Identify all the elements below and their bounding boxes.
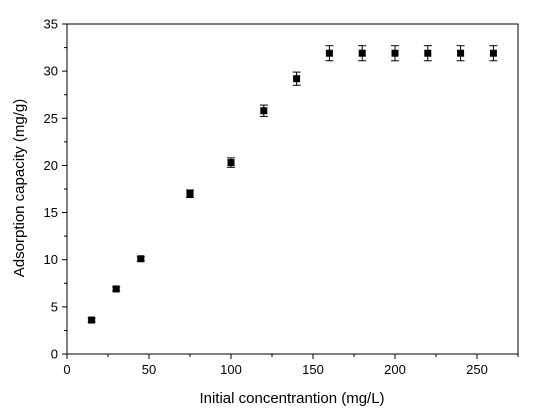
data-point (325, 49, 333, 57)
data-point (260, 107, 268, 115)
y-tick-label: 5 (51, 299, 58, 314)
data-point (457, 49, 465, 57)
data-point (391, 49, 399, 57)
data-point (358, 49, 366, 57)
y-tick-label: 15 (44, 205, 58, 220)
data-point (293, 75, 301, 83)
x-tick-label: 0 (63, 362, 70, 377)
y-tick-label: 25 (44, 111, 58, 126)
x-axis-title: Initial concentrantion (mg/L) (199, 390, 384, 407)
x-tick-label: 150 (302, 362, 324, 377)
y-axis-title: Adsorption capacity (mg/g) (11, 99, 28, 277)
x-axis: 0 50 100 150 200 250 (63, 354, 519, 377)
x-tick-label: 200 (384, 362, 406, 377)
data-point (489, 49, 497, 57)
y-tick-label: 0 (51, 347, 58, 362)
data-points (87, 45, 498, 324)
data-point (424, 49, 432, 57)
x-tick-label: 250 (466, 362, 488, 377)
data-point (88, 316, 96, 324)
plot-frame (66, 23, 519, 355)
data-point (186, 190, 194, 198)
y-tick-label: 20 (44, 158, 58, 173)
y-tick-label: 30 (44, 64, 58, 79)
x-tick-label: 100 (220, 362, 242, 377)
y-axis: 0 5 10 15 20 25 30 35 (44, 17, 67, 362)
x-tick-label: 50 (142, 362, 156, 377)
data-point (137, 255, 145, 263)
data-point (112, 285, 120, 293)
y-tick-label: 35 (44, 17, 58, 32)
plot-border (66, 23, 519, 355)
y-tick-label: 10 (44, 252, 58, 267)
data-point (227, 159, 235, 167)
